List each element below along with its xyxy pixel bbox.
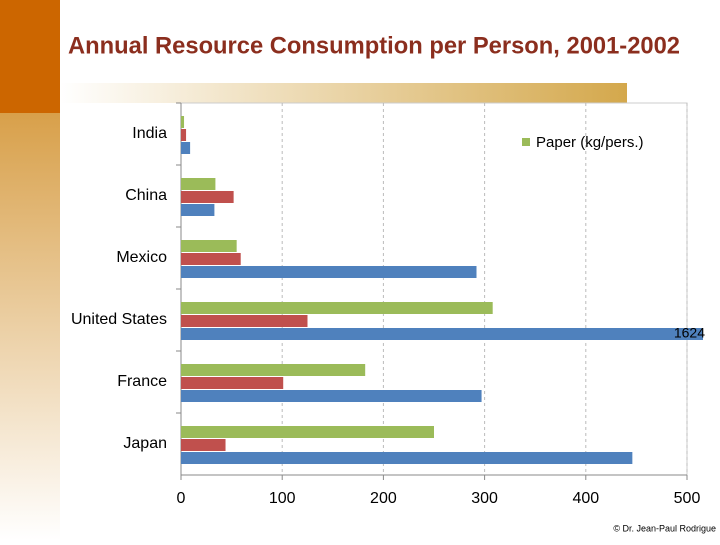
y-tick-label: United States (71, 311, 167, 328)
bar (181, 364, 366, 376)
bars (181, 116, 703, 464)
y-tick-label: Mexico (116, 249, 167, 266)
data-label: 1624 (674, 325, 705, 341)
title-band (60, 83, 627, 103)
bar (181, 377, 284, 389)
y-tick-label: India (132, 125, 167, 142)
x-tick-label: 500 (674, 490, 701, 507)
chart-title: Annual Resource Consumption per Person, … (68, 32, 680, 59)
x-tick-label: 200 (370, 490, 397, 507)
legend-swatch (522, 138, 530, 146)
y-tick-label: Japan (123, 435, 167, 452)
plot-area (180, 102, 688, 476)
bar (181, 253, 241, 265)
bar (181, 240, 237, 252)
bar (181, 142, 191, 154)
bar (181, 129, 187, 141)
bar (181, 315, 308, 327)
bar (181, 266, 477, 278)
bar (181, 178, 216, 190)
bar (181, 452, 633, 464)
y-tick-label: France (117, 373, 167, 390)
side-strip (0, 113, 60, 540)
bar (181, 426, 434, 438)
bar (181, 116, 185, 128)
footer: © Dr. Jean-Paul Rodrigue (613, 523, 716, 533)
x-tick-label: 300 (471, 490, 498, 507)
x-tick-label: 100 (269, 490, 296, 507)
bar (181, 390, 482, 402)
x-tick-label: 400 (572, 490, 599, 507)
x-tick-label: 0 (177, 490, 186, 507)
legend-label: Paper (kg/pers.) (536, 134, 644, 151)
bar (181, 439, 226, 451)
bar (181, 204, 215, 216)
bar (181, 328, 703, 340)
bar (181, 191, 234, 203)
bar (181, 302, 493, 314)
corner-block (0, 0, 60, 113)
y-tick-label: China (125, 187, 167, 204)
